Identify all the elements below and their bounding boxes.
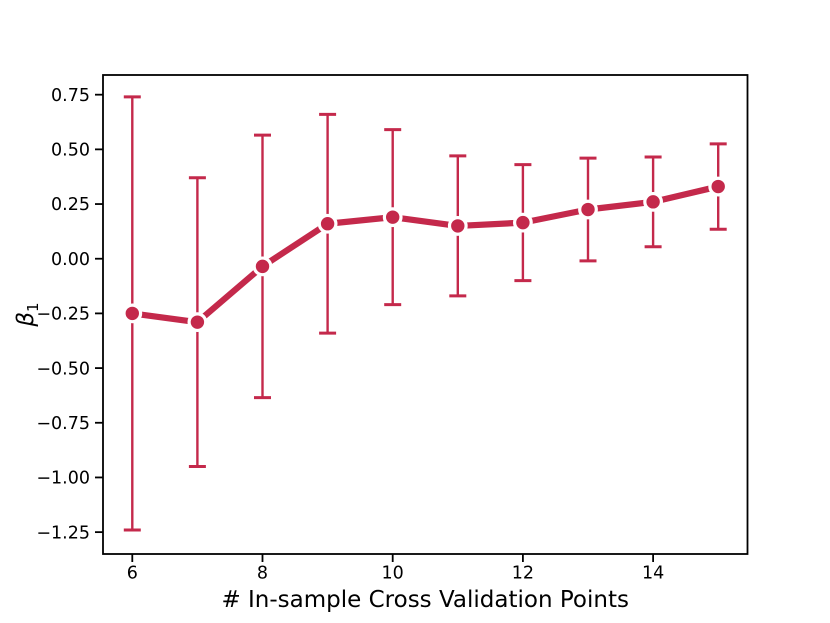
y-axis-tick-label: 0.50: [51, 141, 90, 161]
data-point-marker: [187, 312, 208, 333]
y-axis-tick-label: −1.25: [36, 523, 90, 543]
y-axis-tick-label: −0.25: [36, 305, 90, 325]
data-point-marker: [578, 199, 598, 220]
data-point-marker: [447, 216, 468, 236]
plot-area: 0.75 0.50 0.25 0.00 −0.25 −0.50 −0.75 −1.00 −1.2…: [36, 74, 749, 584]
y-axis-tick-label: −1.00: [36, 469, 90, 489]
x-axis-label: # In-sample Cross Validation Points: [221, 587, 629, 613]
y-axis-label: β1: [13, 302, 42, 327]
data-point-marker: [252, 256, 273, 277]
data-point-marker: [122, 303, 143, 324]
y-axis-label-symbol: β: [13, 312, 39, 328]
x-axis-tick-label: 8: [257, 564, 268, 584]
axes-spines: [102, 74, 749, 555]
y-axis-tick-label: 0.25: [51, 195, 90, 215]
y-axis-tick-label: −0.50: [36, 359, 90, 379]
data-point-marker: [708, 176, 729, 197]
x-axis-tick-label: 14: [642, 564, 664, 584]
y-axis-tick-label: −0.75: [36, 414, 90, 434]
x-axis-tick-label: 6: [127, 564, 138, 584]
y-axis-tick-label: 0.75: [51, 86, 90, 106]
data-point-marker: [382, 207, 403, 228]
data-point-marker: [643, 191, 664, 212]
x-axis-tick-label: 10: [382, 564, 404, 584]
y-axis-label-subscript: 1: [24, 302, 42, 312]
x-axis-tick-label: 12: [512, 564, 534, 584]
data-point-marker: [513, 212, 533, 233]
y-axis-tick-label: 0.00: [51, 250, 90, 270]
data-point-marker: [317, 213, 338, 234]
series-line: [129, 183, 722, 326]
